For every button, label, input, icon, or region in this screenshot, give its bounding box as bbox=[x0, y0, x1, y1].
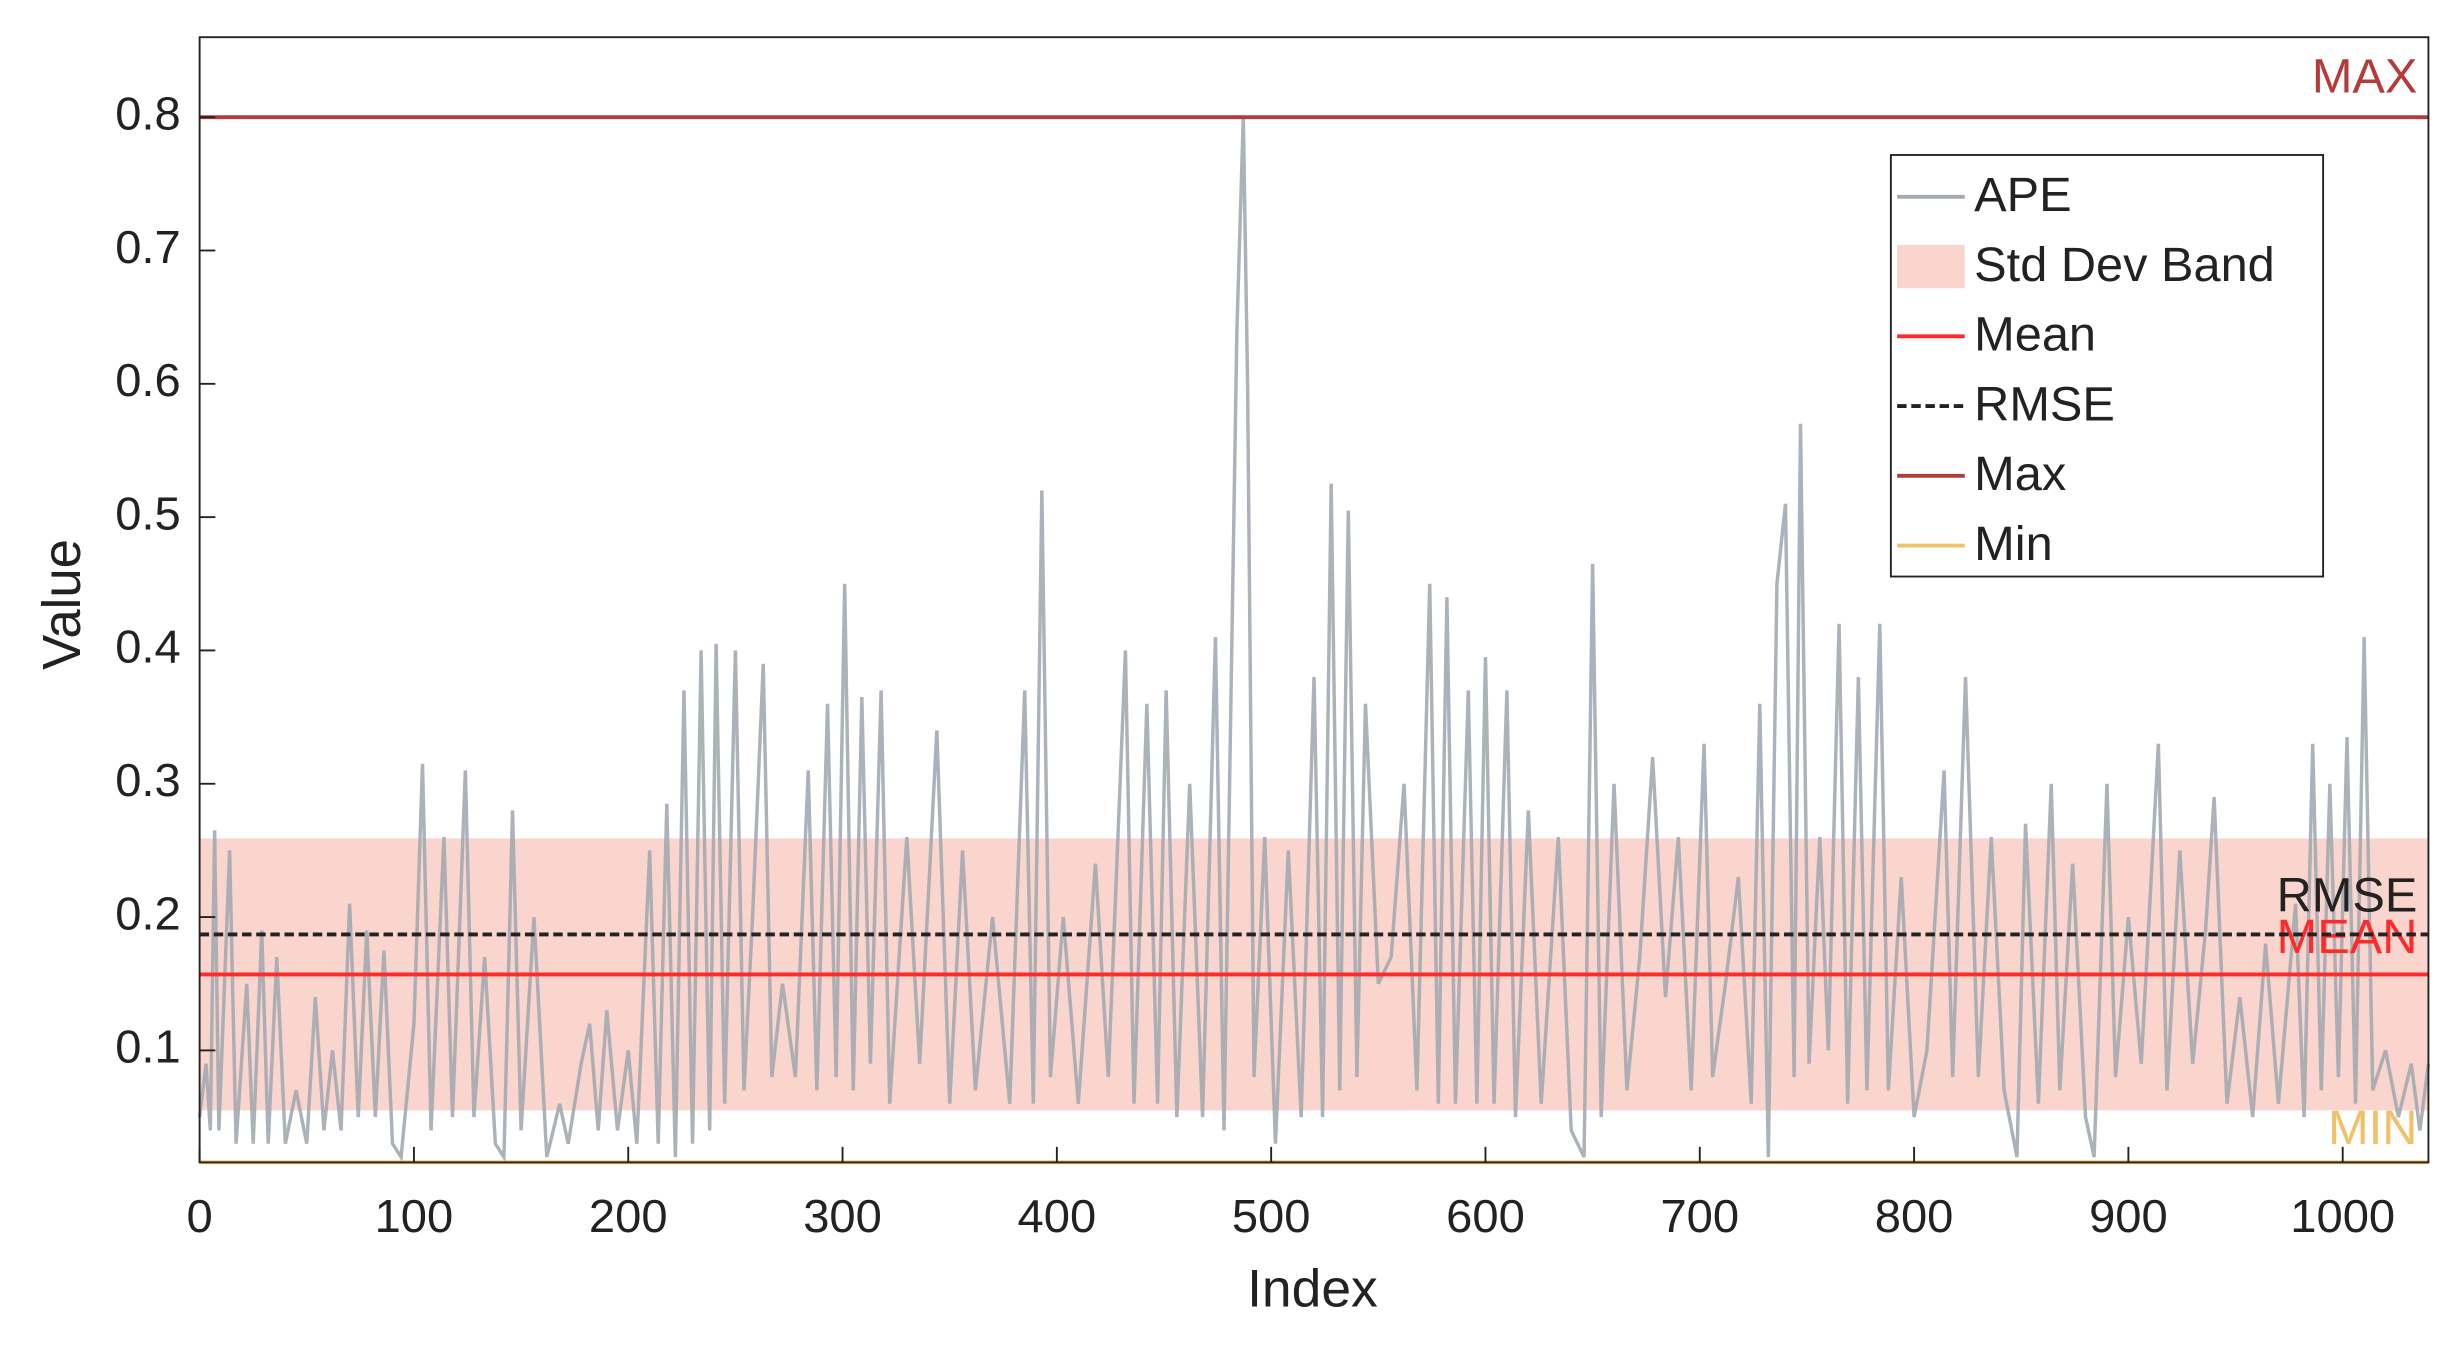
ref-label: RMSE bbox=[2277, 869, 2418, 923]
legend-label: Std Dev Band bbox=[1974, 238, 2275, 292]
y-axis-label: Value bbox=[33, 539, 92, 670]
x-tick-label: 0 bbox=[187, 1190, 213, 1242]
x-tick-label: 600 bbox=[1446, 1190, 1525, 1242]
ape-line bbox=[197, 117, 2431, 1163]
ref-label: MEAN bbox=[2277, 910, 2418, 964]
y-tick-label: 0.7 bbox=[115, 221, 181, 273]
legend-label: APE bbox=[1974, 168, 2071, 222]
y-tick-label: 0.5 bbox=[115, 488, 181, 540]
x-tick-label: 700 bbox=[1660, 1190, 1739, 1242]
ref-label: MAX bbox=[2312, 50, 2418, 104]
y-tick-label: 0.4 bbox=[115, 621, 181, 673]
x-tick-label: 100 bbox=[375, 1190, 454, 1242]
y-tick-label: 0.8 bbox=[115, 88, 181, 140]
legend-swatch bbox=[1897, 244, 1965, 289]
x-tick-label: 900 bbox=[2089, 1190, 2168, 1242]
y-tick-label: 0.2 bbox=[115, 888, 181, 940]
y-tick-label: 0.3 bbox=[115, 754, 181, 806]
x-tick-label: 1000 bbox=[2290, 1190, 2395, 1242]
ref-label: MIN bbox=[2328, 1101, 2417, 1155]
x-axis-label: Index bbox=[1247, 1260, 1378, 1319]
legend-label: Mean bbox=[1974, 308, 2096, 362]
x-tick-label: 300 bbox=[803, 1190, 882, 1242]
legend-label: RMSE bbox=[1974, 378, 2115, 432]
x-tick-label: 200 bbox=[589, 1190, 668, 1242]
legend-label: Min bbox=[1974, 517, 2052, 571]
y-tick-label: 0.6 bbox=[115, 354, 181, 406]
y-tick-label: 0.1 bbox=[115, 1021, 181, 1073]
x-tick-label: 400 bbox=[1018, 1190, 1097, 1242]
x-tick-label: 500 bbox=[1232, 1190, 1311, 1242]
plot-frame bbox=[198, 36, 2430, 1164]
x-tick-label: 800 bbox=[1875, 1190, 1954, 1242]
legend-box bbox=[1889, 154, 2325, 578]
legend-label: Max bbox=[1974, 447, 2066, 501]
